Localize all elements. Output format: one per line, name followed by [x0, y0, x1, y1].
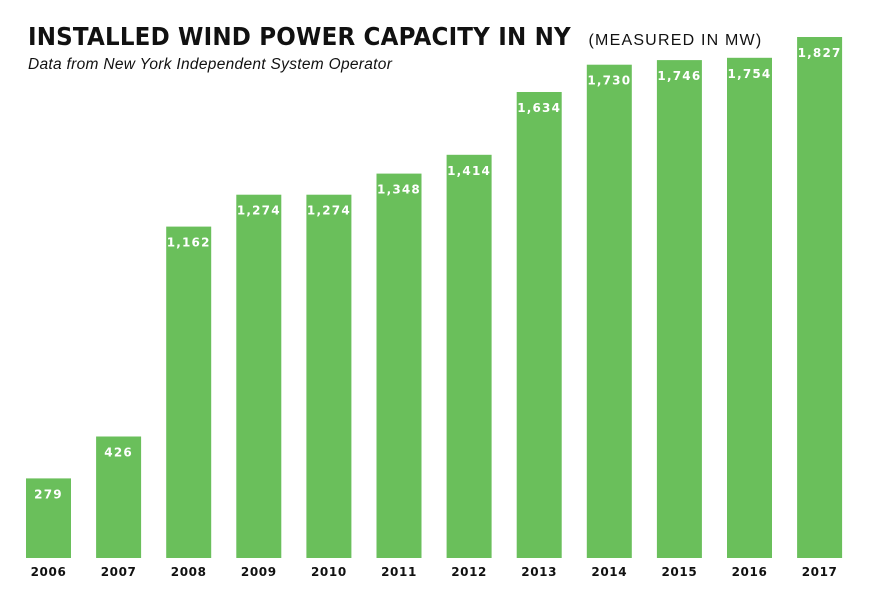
bar-2008 [166, 226, 212, 558]
x-tick-label-2015: 2015 [661, 565, 697, 579]
bar-value-label-2016: 1,754 [728, 67, 772, 81]
bar-2006 [26, 478, 71, 558]
bar-2012 [446, 154, 492, 559]
bar-2014 [586, 64, 632, 558]
bar-2015 [656, 60, 702, 558]
bar-value-label-2007: 426 [104, 446, 133, 460]
x-tick-label-2016: 2016 [732, 565, 768, 579]
bar-value-label-2013: 1,634 [517, 101, 561, 115]
bar-2013 [516, 92, 562, 558]
x-tick-label-2014: 2014 [591, 565, 627, 579]
x-tick-label-2008: 2008 [171, 565, 207, 579]
x-tick-label-2007: 2007 [101, 565, 137, 579]
bar-value-label-2006: 279 [34, 487, 63, 501]
x-tick-label-2013: 2013 [521, 565, 557, 579]
chart-title-note: (MEASURED IN MW) [588, 32, 763, 49]
bar-value-label-2012: 1,414 [447, 164, 491, 178]
x-tick-label-2012: 2012 [451, 565, 487, 579]
bar-value-label-2008: 1,162 [167, 236, 211, 250]
bar-value-label-2017: 1,827 [798, 46, 842, 60]
bar-2009 [236, 194, 282, 558]
bar-value-label-2014: 1,730 [587, 74, 631, 88]
bar-value-label-2009: 1,274 [237, 204, 281, 218]
x-tick-label-2009: 2009 [241, 565, 277, 579]
bar-2017 [797, 37, 843, 558]
bar-2007 [96, 436, 142, 558]
chart-title-row: INSTALLED WIND POWER CAPACITY IN NY (MEA… [28, 22, 762, 51]
bar-value-label-2010: 1,274 [307, 204, 351, 218]
x-tick-label-2010: 2010 [311, 565, 347, 579]
bar-2016 [727, 57, 772, 559]
x-tick-label-2017: 2017 [802, 565, 838, 579]
x-tick-label-2006: 2006 [31, 565, 67, 579]
chart-title: INSTALLED WIND POWER CAPACITY IN NY [28, 22, 571, 51]
bar-value-label-2015: 1,746 [657, 69, 701, 83]
x-tick-label-2011: 2011 [381, 565, 417, 579]
bar-value-label-2011: 1,348 [377, 183, 421, 197]
bar-2010 [306, 194, 352, 558]
bar-2011 [376, 173, 422, 558]
chart-subtitle: Data from New York Independent System Op… [28, 56, 393, 73]
